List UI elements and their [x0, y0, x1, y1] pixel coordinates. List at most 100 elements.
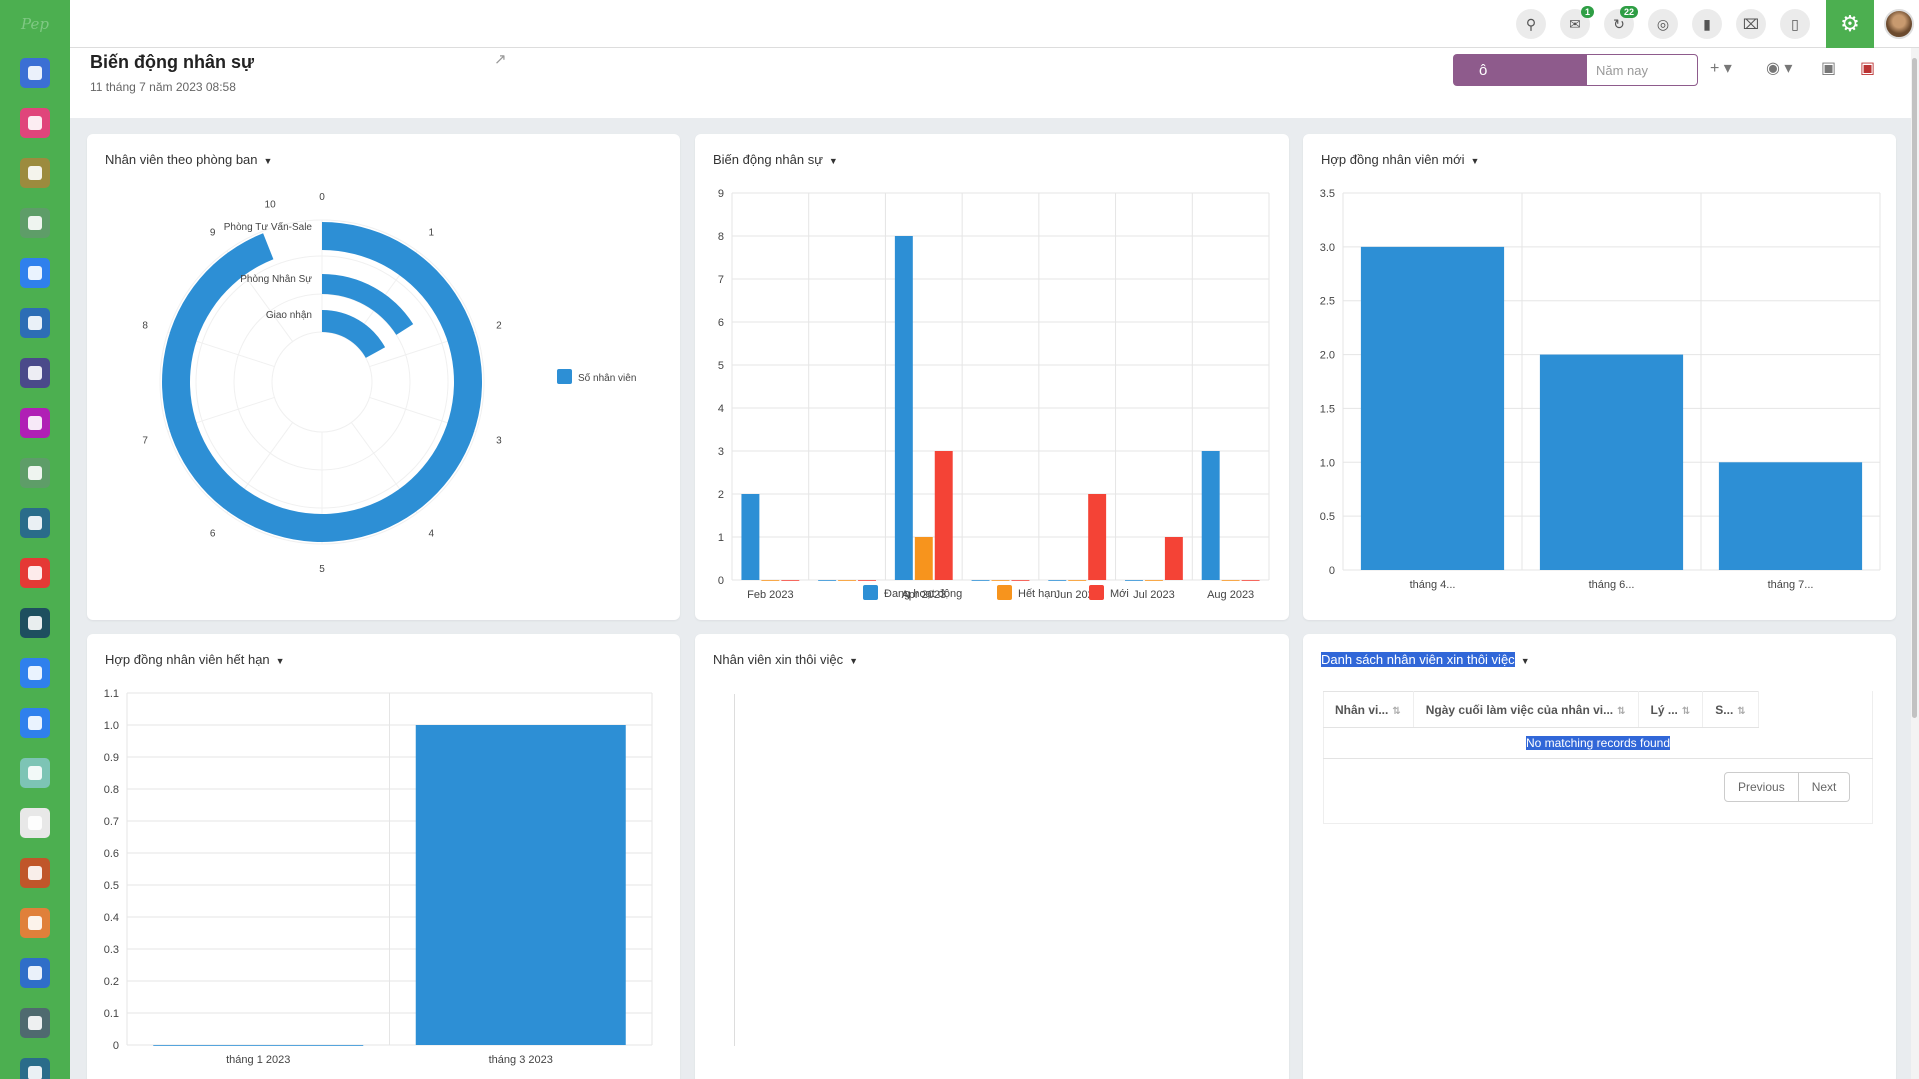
column-header[interactable]: Ngày cuối làm việc của nhân vi... ⇅ — [1413, 691, 1639, 728]
bar — [838, 580, 857, 581]
sidebar-item-alerts[interactable] — [20, 558, 50, 588]
checklist-icon — [28, 816, 42, 830]
card-new-contracts-title[interactable]: Hợp đồng nhân viên mới ▼ — [1321, 152, 1479, 167]
app-sidebar: Pep — [0, 0, 70, 1079]
y-tick-label: 2 — [718, 489, 724, 501]
sidebar-item-globe[interactable] — [20, 308, 50, 338]
sidebar-item-camera[interactable] — [20, 208, 50, 238]
bookmark-icon[interactable]: ▮ — [1692, 9, 1722, 39]
period-button[interactable]: ô — [1453, 54, 1586, 86]
y-tick-label: 1.0 — [104, 720, 119, 732]
card-movement-title-text: Biến động nhân sự — [713, 152, 823, 167]
card-expired-contracts-title-text: Hợp đồng nhân viên hết hạn — [105, 652, 270, 667]
palette-icon[interactable]: ◉ ▾ — [1766, 60, 1793, 77]
previous-button[interactable]: Previous — [1724, 772, 1799, 802]
sidebar-item-schedule[interactable] — [20, 358, 50, 388]
search-icon[interactable]: ⚲ — [1516, 9, 1546, 39]
sidebar-item-tools[interactable] — [20, 1008, 50, 1038]
sort-icon[interactable]: ⇅ — [1617, 705, 1626, 717]
add-icon[interactable]: + ▾ — [1710, 60, 1732, 77]
angle-tick-label: 10 — [265, 199, 277, 210]
tablet-icon[interactable]: ▯ — [1780, 9, 1810, 39]
delete-icon[interactable]: ▣ — [1860, 60, 1876, 77]
sidebar-item-books[interactable] — [20, 608, 50, 638]
angle-tick-label: 1 — [429, 228, 435, 239]
sidebar-item-notes[interactable] — [20, 708, 50, 738]
chevron-down-icon: ▼ — [275, 656, 285, 666]
sort-icon[interactable]: ⇅ — [1392, 705, 1401, 717]
next-button[interactable]: Next — [1798, 772, 1851, 802]
angle-tick-label: 2 — [496, 321, 502, 332]
bar — [1221, 580, 1240, 581]
sidebar-item-sheets[interactable] — [20, 758, 50, 788]
card-expired-contracts: Hợp đồng nhân viên hết hạn ▼ 0 0.1 0.2 0.3 0.… — [87, 634, 680, 1079]
chat-icon[interactable]: ✉ 1 — [1560, 6, 1594, 39]
card-resign-list-title-text: Danh sách nhân viên xin thôi việc — [1321, 652, 1515, 667]
bar — [971, 580, 990, 581]
bar — [1241, 580, 1260, 581]
y-tick-label: 3 — [718, 446, 724, 458]
settings-gear-icon[interactable]: ⚙ — [1826, 0, 1874, 48]
sidebar-item-dashboard[interactable] — [20, 58, 50, 88]
empty-message: No matching records found — [1525, 735, 1671, 750]
card-resign-title[interactable]: Nhân viên xin thôi việc ▼ — [713, 652, 858, 667]
activity-icon[interactable]: ↻ 22 — [1604, 6, 1638, 39]
page-scrollbar[interactable] — [1911, 48, 1919, 1079]
y-tick-label: 0.8 — [104, 784, 119, 796]
card-expired-contracts-title[interactable]: Hợp đồng nhân viên hết hạn ▼ — [105, 652, 285, 667]
column-header[interactable]: S... ⇅ — [1702, 691, 1759, 728]
legend-swatch — [997, 585, 1012, 600]
card-movement-title[interactable]: Biến động nhân sự ▼ — [713, 152, 838, 167]
legend-label: Mới — [1110, 588, 1129, 600]
sidebar-item-discuss[interactable] — [20, 108, 50, 138]
x-tick-label: tháng 3 2023 — [489, 1054, 553, 1066]
card-resign-list-title[interactable]: Danh sách nhân viên xin thôi việc ▼ — [1321, 652, 1530, 667]
sidebar-item-calendar[interactable] — [20, 158, 50, 188]
sort-icon[interactable]: ⇅ — [1681, 705, 1691, 717]
globe-icon[interactable]: ◎ — [1648, 9, 1678, 39]
x-tick-label: tháng 6... — [1589, 579, 1635, 591]
chevron-down-icon: ▼ — [849, 656, 858, 666]
sidebar-item-tags[interactable] — [20, 908, 50, 938]
y-tick-label: 0.5 — [104, 880, 119, 892]
card-new-contracts: Hợp đồng nhân viên mới ▼ 0 0.5 1.0 1.5 2.0 2.5… — [1303, 134, 1896, 620]
bar — [1088, 494, 1107, 580]
bar — [894, 236, 913, 580]
period-input[interactable]: Năm nay — [1586, 54, 1698, 86]
user-avatar[interactable] — [1884, 9, 1914, 39]
sidebar-item-team[interactable] — [20, 1058, 50, 1079]
app-logo[interactable]: Pep — [21, 15, 49, 33]
empty-chart-axis — [734, 694, 735, 1046]
column-header[interactable]: Lý ... ⇅ — [1638, 691, 1704, 728]
new-contracts-bar-chart: 0 0.5 1.0 1.5 2.0 2.5 3.0 3.5 tháng 4... tháng 6.… — [1320, 188, 1881, 591]
column-header[interactable]: Nhân vi... ⇅ — [1323, 691, 1414, 728]
sidebar-item-notifications[interactable] — [20, 258, 50, 288]
scrollbar-thumb[interactable] — [1912, 58, 1917, 718]
sidebar-item-planet[interactable] — [20, 858, 50, 888]
globe-icon — [28, 316, 42, 330]
angle-tick-label: 3 — [496, 435, 502, 446]
category-label: Giao nhận — [266, 310, 312, 321]
sheet-icon — [28, 766, 42, 780]
y-tick-label: 6 — [718, 317, 724, 329]
radial-ring — [195, 255, 449, 509]
card-dept-title[interactable]: Nhân viên theo phòng ban ▼ — [105, 152, 272, 167]
shrink-icon[interactable]: ⌧ — [1736, 9, 1766, 39]
sidebar-item-contacts[interactable] — [20, 508, 50, 538]
sidebar-item-tasks[interactable] — [20, 808, 50, 838]
sidebar-item-awards[interactable] — [20, 658, 50, 688]
camera-icon[interactable]: ▣ — [1821, 60, 1837, 77]
sidebar-item-documents[interactable] — [20, 408, 50, 438]
sidebar-item-camera-2[interactable] — [20, 458, 50, 488]
bar — [991, 580, 1010, 581]
bar — [858, 580, 876, 581]
card-new-contracts-title-text: Hợp đồng nhân viên mới — [1321, 152, 1465, 167]
share-icon[interactable]: ↗ — [494, 51, 507, 68]
angle-tick-label: 0 — [319, 192, 325, 203]
y-tick-label: 5 — [718, 360, 724, 372]
sidebar-item-payments[interactable] — [20, 958, 50, 988]
angle-tick-label: 5 — [319, 564, 325, 575]
bar — [934, 451, 953, 580]
sort-icon[interactable]: ⇅ — [1737, 705, 1746, 717]
y-tick-label: 4 — [718, 403, 724, 415]
